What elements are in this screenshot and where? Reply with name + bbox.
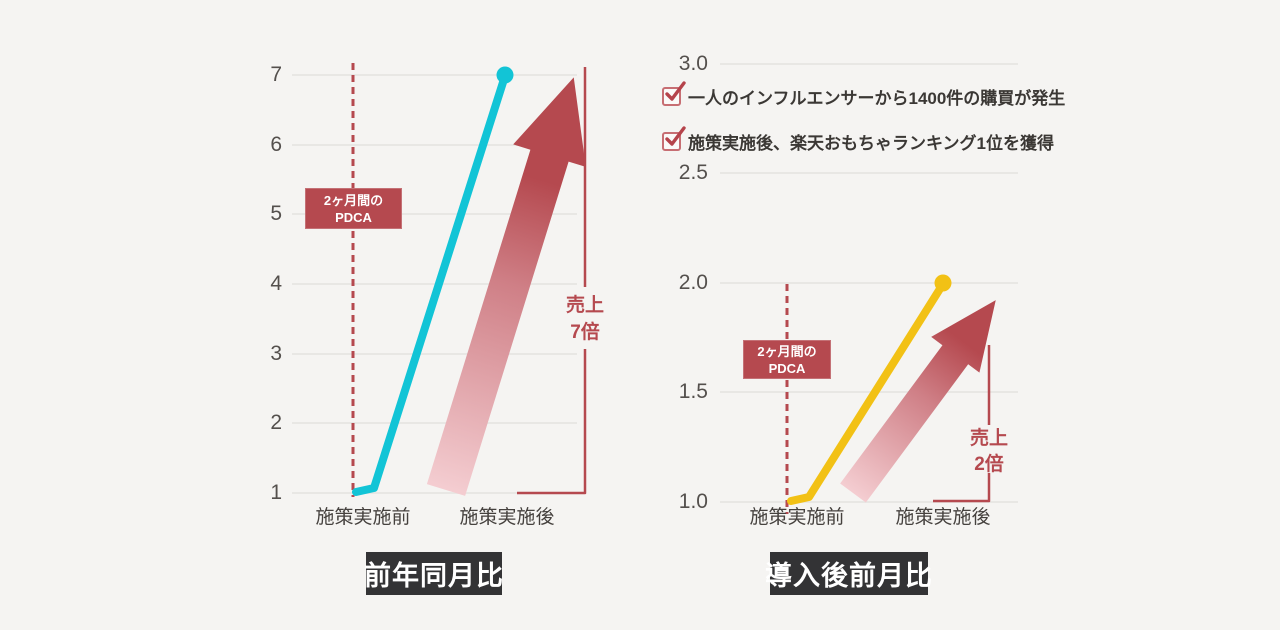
right-multiplier-bracket xyxy=(933,345,991,503)
pdca-badge: 2ヶ月間の PDCA xyxy=(743,340,831,379)
multiplier-line2: 7倍 xyxy=(570,322,600,343)
pdca-badge-line2: PDCA xyxy=(335,209,372,225)
pdca-badge-line1: 2ヶ月間の xyxy=(757,343,817,359)
y-tick-label: 6 xyxy=(270,133,282,156)
left-endpoint-dot xyxy=(496,66,514,84)
multiplier-line2: 2倍 xyxy=(974,454,1004,475)
left-sales-line xyxy=(352,72,509,496)
y-tick-label: 2 xyxy=(270,411,282,434)
checklist-item: 一人のインフルエンサーから1400件の購買が発生 xyxy=(662,80,1066,108)
multiplier-label: 売上 2倍 xyxy=(970,426,1008,478)
y-tick-label: 3 xyxy=(270,342,282,365)
y-tick-label: 4 xyxy=(270,272,282,295)
pdca-badge-line1: 2ヶ月間の xyxy=(323,192,384,208)
chart-yoy: 7 6 5 4 3 2 1 2ヶ月間の PDCA 売上 7倍 施策実施前 施策実… xyxy=(270,63,604,595)
chart-mom: 3.0 2.5 2.0 1.5 1.0 一人のインフルエンサーから1400件の購… xyxy=(640,0,1280,630)
right-sales-line xyxy=(787,280,947,505)
chart-title-badge: 導入後前月比 xyxy=(765,552,932,595)
y-tick-label: 1 xyxy=(270,481,282,504)
chart-title: 前年同月比 xyxy=(364,561,504,591)
y-tick-label: 2.5 xyxy=(678,161,708,184)
x-axis-label-after: 施策実施後 xyxy=(895,507,991,528)
right-endpoint-dot xyxy=(934,274,952,292)
y-tick-label: 7 xyxy=(270,63,282,86)
left-multiplier-bracket xyxy=(517,67,587,495)
pdca-badge-line2: PDCA xyxy=(768,360,806,376)
y-tick-label: 5 xyxy=(270,202,282,225)
multiplier-line1: 売上 xyxy=(969,428,1009,449)
checklist-text: 一人のインフルエンサーから1400件の購買が発生 xyxy=(688,88,1066,108)
multiplier-line1: 売上 xyxy=(565,295,605,316)
pdca-badge: 2ヶ月間の PDCA xyxy=(305,188,402,229)
left-growth-arrow-icon xyxy=(426,77,586,496)
checklist-text: 施策実施後、楽天おもちゃランキング1位を獲得 xyxy=(688,133,1054,153)
multiplier-label: 売上 7倍 xyxy=(566,292,604,346)
chart-title: 導入後前月比 xyxy=(765,561,933,591)
y-tick-label: 2.0 xyxy=(678,271,708,294)
y-tick-label: 3.0 xyxy=(678,52,708,75)
checked-checkbox-icon xyxy=(662,80,686,106)
y-tick-label: 1.0 xyxy=(678,490,708,513)
x-axis-label-before: 施策実施前 xyxy=(315,507,411,528)
x-axis-label-before: 施策実施前 xyxy=(749,507,845,528)
checklist-item: 施策実施後、楽天おもちゃランキング1位を獲得 xyxy=(662,125,1054,153)
x-axis-label-after: 施策実施後 xyxy=(459,507,555,528)
right-growth-arrow-icon xyxy=(840,300,996,503)
chart-title-badge: 前年同月比 xyxy=(364,552,504,595)
checked-checkbox-icon xyxy=(662,125,686,151)
y-tick-label: 1.5 xyxy=(678,380,708,403)
